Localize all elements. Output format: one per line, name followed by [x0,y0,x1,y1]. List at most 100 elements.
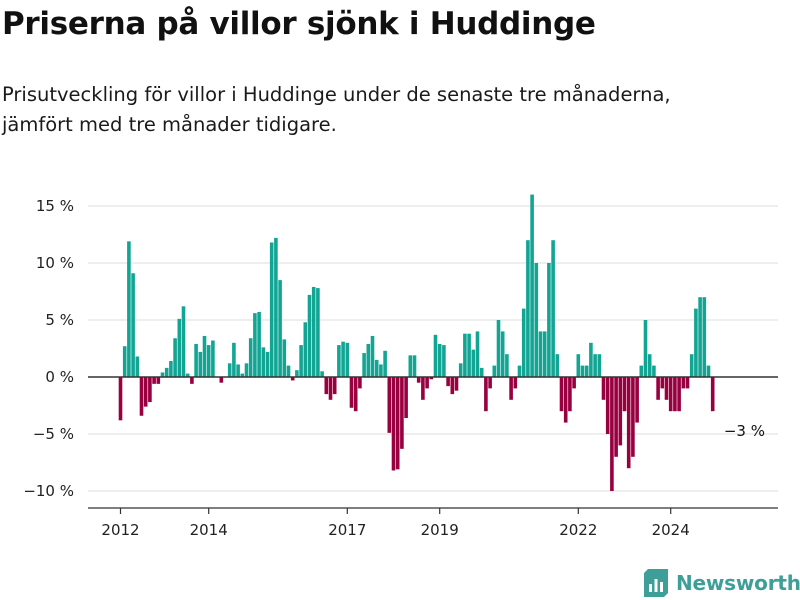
bar [362,353,366,377]
bar [479,367,484,377]
bar [681,377,686,389]
bar [341,341,345,377]
bar [156,377,161,384]
bar [395,377,400,470]
bar [664,377,669,400]
bar [698,297,702,377]
bar [181,306,186,377]
bar [236,364,240,377]
x-tick-label: 2012 [101,521,139,539]
bar [454,377,459,391]
bar [673,377,677,412]
bar [332,377,337,395]
brand-logo: Newsworthy [644,567,800,599]
bar [290,377,295,381]
bar [559,377,564,412]
bar [622,377,627,412]
y-axis: 15 % 10 % 5 % 0 % −5 % −10 % [23,197,74,500]
bar [320,371,324,377]
bar [547,263,551,377]
bar [635,377,639,423]
bar [496,320,501,377]
bar [173,338,177,377]
bar [488,377,492,389]
bar [563,377,568,423]
bar [505,354,509,377]
bar [274,237,278,377]
bar [576,354,581,377]
bar [240,373,245,377]
bar [261,347,266,377]
bar [143,377,148,407]
bar [710,377,715,412]
bar [227,363,232,377]
bar [442,345,446,377]
bar [152,377,156,384]
bar [668,377,673,412]
bar [286,365,291,377]
bar [265,351,270,377]
bar [190,377,194,384]
bar [421,377,425,400]
bar [425,377,429,389]
bar [643,320,648,377]
bar [219,377,224,383]
bar [164,367,169,377]
bar [299,345,303,377]
bar [572,377,576,389]
bar [127,241,131,377]
brand-name: Newsworthy [676,571,800,595]
bar [253,313,257,377]
bar [517,365,522,377]
bar [400,377,404,449]
bar [580,365,585,377]
bar [383,350,387,377]
bar [706,365,711,377]
bar [366,343,371,377]
bar [513,377,518,389]
bar [206,345,211,377]
bar [278,280,282,377]
bar [202,335,207,377]
bar [492,365,497,377]
bar [185,373,190,377]
bar [131,273,135,377]
bar [160,372,165,377]
bar [521,308,526,377]
subtitle-line-1: Prisutveckling för villor i Huddinge und… [2,83,671,106]
bar [538,331,543,377]
bar [139,377,144,416]
bar [526,240,530,377]
bar [475,331,480,377]
bar [412,355,417,377]
bar [605,377,610,434]
bar [458,363,463,377]
bar [358,377,362,389]
x-tick-label: 2024 [652,521,690,539]
bar [307,294,312,377]
x-tick-label: 2022 [559,521,597,539]
bar [500,331,505,377]
bar [177,318,182,377]
subtitle-line-2: jämfört med tre månader tidigare. [2,113,337,136]
bar [614,377,618,457]
y-tick-label: 10 % [36,254,74,272]
bar [135,356,140,377]
bar [148,377,152,403]
x-axis: 2012 2014 2017 2019 2022 2024 [88,507,778,539]
bar [618,377,623,446]
bar [379,364,383,377]
y-tick-label: −10 % [23,482,74,500]
bar [370,335,375,377]
bar [198,351,203,377]
bar [555,354,560,377]
bar [324,377,329,395]
bar [232,342,236,377]
bar [353,377,358,412]
bar [450,377,455,395]
bar [551,240,555,377]
bar [349,377,354,408]
bar [345,342,350,377]
bar [610,377,614,491]
bar [248,338,253,377]
